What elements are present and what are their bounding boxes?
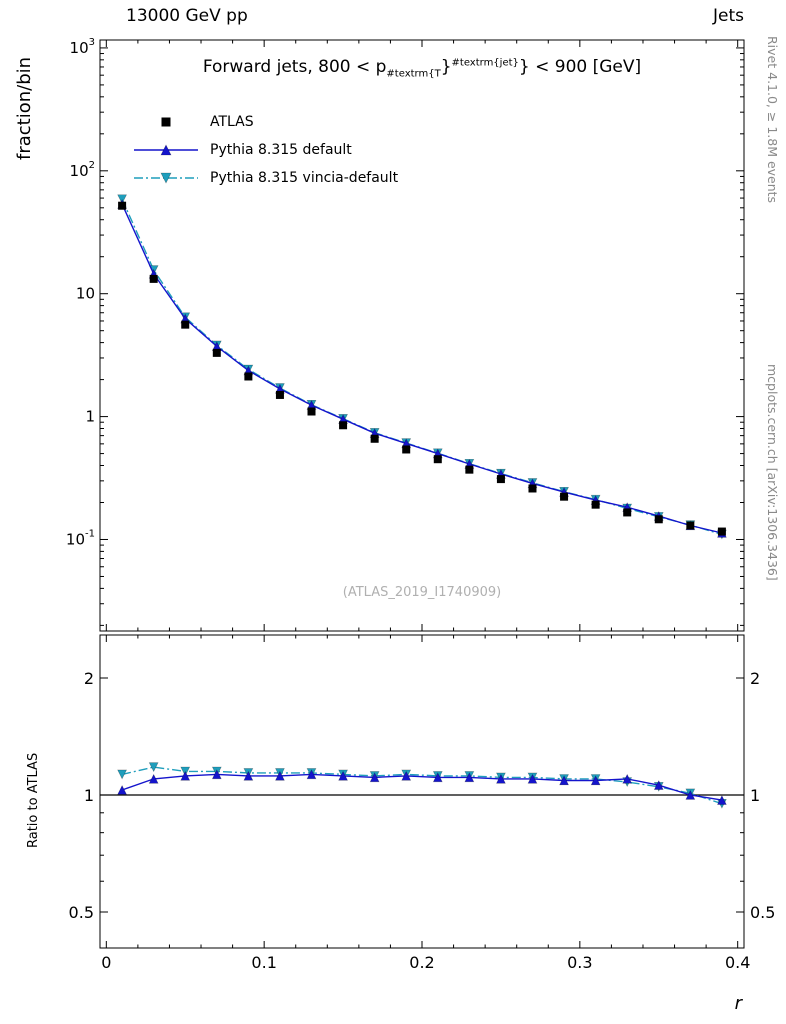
main-y-tick-label: 10-1 [66,528,95,548]
ratio-y-axis-label: Ratio to ATLAS [26,752,41,848]
legend: ATLAS Pythia 8.315 default Pythia 8.315 … [132,108,398,192]
ratio-y-tick-label: 1 [84,786,94,805]
ratio-panel-series [100,762,744,809]
x-tick-label: 0.4 [725,953,750,972]
main-y-tick-label: 102 [70,160,95,180]
legend-label-pythia-default: Pythia 8.315 default [210,142,352,158]
main-y-axis-label: fraction/bin [14,56,35,160]
main-y-tick-label: 10 [76,285,95,303]
x-tick-label: 0.3 [567,953,592,972]
header-beam-energy: 13000 GeV pp [126,6,248,26]
main-y-tick-label: 103 [70,37,95,57]
ratio-y-tick-label-right: 0.5 [750,903,775,922]
pythia-vincia-line-marker-icon [132,170,200,186]
ratio-y-tick-label-right: 2 [750,669,760,688]
series-pythia-8-315-vincia-default [117,762,727,809]
plot-title-mid: } [440,57,452,77]
plot-title-subscript: #textrm{T [386,68,441,80]
x-axis-label: r [734,993,742,1014]
plot-title-suffix: } < 900 [GeV] [518,57,642,77]
series-pythia-8-315-default [117,199,727,538]
header-analysis-group: Jets [713,6,744,26]
plot-title-prefix: Forward jets, 800 < p [202,57,387,77]
mcplots-reference-label: mcplots.cern.ch [arXiv:1306.3436] [765,364,780,581]
legend-item-atlas: ATLAS [132,108,398,136]
axis-ticks [100,40,744,948]
plot-title-superscript: #textrm{jet} [451,57,519,69]
ratio-y-tick-label-right: 1 [750,786,760,805]
x-tick-label: 0 [101,953,111,972]
rivet-version-label: Rivet 4.1.0, ≥ 1.8M events [765,36,780,204]
legend-item-pythia-vincia: Pythia 8.315 vincia-default [132,164,398,192]
x-tick-label: 0.2 [409,953,434,972]
legend-item-pythia-default: Pythia 8.315 default [132,136,398,164]
main-panel-series [117,194,727,540]
ratio-y-tick-label: 2 [84,669,94,688]
x-tick-label: 0.1 [251,953,276,972]
ratio-y-tick-label: 0.5 [69,903,94,922]
legend-label-pythia-vincia: Pythia 8.315 vincia-default [210,170,399,186]
legend-label-atlas: ATLAS [210,114,254,130]
series-pythia-8-315-default [117,769,727,805]
series-atlas [118,201,726,536]
plot-title: Forward jets, 800 < p#textrm{T}#textrm{j… [100,57,744,79]
atlas-square-marker-icon [132,114,200,130]
analysis-id-watermark: (ATLAS_2019_I1740909) [342,585,502,600]
main-y-tick-label: 1 [85,408,95,426]
pythia-default-line-marker-icon [132,142,200,158]
series-pythia-8-315-vincia-default [117,194,727,540]
